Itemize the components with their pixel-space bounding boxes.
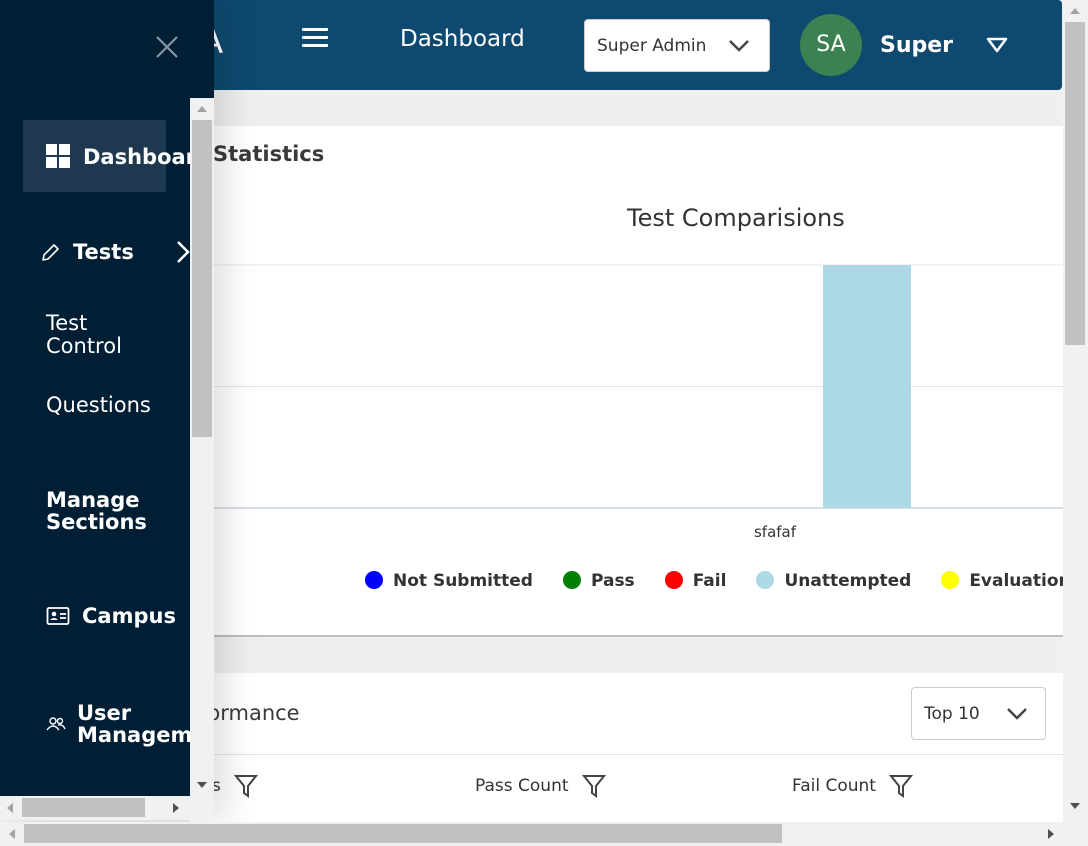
sidebar-item-campus[interactable]: Campus <box>0 604 190 634</box>
sidebar-item-tests[interactable]: Tests <box>0 236 190 272</box>
scroll-down-icon[interactable] <box>197 782 207 788</box>
scrollbar-thumb[interactable] <box>192 120 212 437</box>
column-header-pass-count: Pass Count <box>475 773 607 799</box>
legend-item[interactable]: Unattempted <box>756 570 912 591</box>
legend-item[interactable]: Not Submitted <box>365 570 533 591</box>
x-tick-label: sfafaf <box>754 523 797 541</box>
scrollbar-thumb[interactable] <box>1065 22 1085 345</box>
chart-title: Test Comparisions <box>627 204 845 232</box>
legend-item[interactable]: Pass <box>562 570 635 591</box>
hamburger-menu-icon[interactable] <box>302 28 328 50</box>
filter-icon[interactable] <box>889 773 914 799</box>
sidebar-item-dashboard[interactable]: Dashboard <box>23 120 190 192</box>
filter-icon[interactable] <box>581 773 607 799</box>
legend-item[interactable]: Fail <box>664 570 727 591</box>
sidebar-item-label: Manage Sections <box>46 488 147 534</box>
column-header-name: s <box>212 773 259 799</box>
sidebar: Dashboard Tests Test Control Questions <box>0 0 214 820</box>
column-header-label: Fail Count <box>792 776 876 796</box>
legend-marker <box>664 570 683 589</box>
legend-marker <box>365 570 383 589</box>
pencil-icon <box>42 244 59 261</box>
sidebar-item-label: Questions <box>46 393 151 417</box>
legend-marker <box>562 570 581 589</box>
role-select[interactable]: Super Admin <box>584 19 770 72</box>
scroll-left-icon[interactable] <box>7 803 13 813</box>
legend-item[interactable]: Evaluation Per <box>941 570 1088 591</box>
bar-unattempted[interactable] <box>823 265 911 508</box>
page-horizontal-scrollbar[interactable] <box>0 822 1088 846</box>
chevron-right-icon <box>177 241 190 263</box>
sidebar-item-label: Dashboard <box>83 145 190 169</box>
chart-legend: Not Submitted Pass Fail Unattempted Evaluati… <box>365 570 1088 594</box>
statistics-heading: Statistics <box>213 142 325 166</box>
page-title: Dashboard <box>400 26 525 52</box>
sidebar-nav: Dashboard Tests Test Control Questions <box>0 98 190 796</box>
scroll-down-icon[interactable] <box>1070 803 1080 809</box>
sidebar-horizontal-scrollbar[interactable] <box>0 796 214 820</box>
legend-marker <box>941 570 960 589</box>
sidebar-item-label: Tests <box>73 240 134 264</box>
filter-icon[interactable] <box>234 773 259 799</box>
chevron-down-icon <box>1007 708 1027 720</box>
statistics-card: Statistics Test Comparisions sfafaf Not … <box>190 126 1088 637</box>
scrollbar-thumb[interactable] <box>24 824 782 843</box>
user-name[interactable]: Super <box>880 33 954 58</box>
sidebar-item-label: Test Control <box>46 311 122 358</box>
legend-label: Unattempted <box>784 570 912 591</box>
grid-icon <box>46 144 70 168</box>
scroll-left-icon[interactable] <box>9 829 15 839</box>
legend-marker <box>756 570 775 589</box>
scrollbar-thumb[interactable] <box>22 798 145 817</box>
scroll-right-icon[interactable] <box>173 803 179 813</box>
chevron-down-icon <box>729 40 749 52</box>
legend-label: Evaluation Per <box>969 570 1088 591</box>
avatar[interactable]: SA <box>800 14 862 76</box>
scroll-right-icon[interactable] <box>1048 829 1054 839</box>
top-count-value: Top 10 <box>924 704 980 724</box>
performance-heading: formance <box>200 701 300 725</box>
page-vertical-scrollbar[interactable] <box>1063 0 1088 822</box>
sidebar-item-label: User Manageme <box>77 701 190 747</box>
caret-down-icon[interactable] <box>986 36 1008 54</box>
legend-label: Fail <box>692 570 727 591</box>
sidebar-item-label: Campus <box>82 604 176 628</box>
id-card-icon <box>46 607 70 625</box>
users-icon <box>46 717 66 731</box>
column-header-label: Pass Count <box>475 776 569 796</box>
close-icon[interactable] <box>154 34 180 60</box>
scroll-up-icon[interactable] <box>197 106 207 112</box>
column-header-label: s <box>212 776 221 796</box>
top-count-select[interactable]: Top 10 <box>911 687 1046 740</box>
role-select-value: Super Admin <box>597 36 707 56</box>
bar-chart: sfafaf <box>190 264 1063 541</box>
divider <box>190 754 1063 755</box>
column-header-fail-count: Fail Count <box>792 773 914 799</box>
performance-card: formance Top 10 s Pass Count Fail Count <box>190 673 1063 833</box>
scroll-up-icon[interactable] <box>1070 8 1080 14</box>
sidebar-vertical-scrollbar[interactable] <box>190 98 214 796</box>
legend-label: Not Submitted <box>393 570 533 591</box>
legend-label: Pass <box>590 570 635 591</box>
